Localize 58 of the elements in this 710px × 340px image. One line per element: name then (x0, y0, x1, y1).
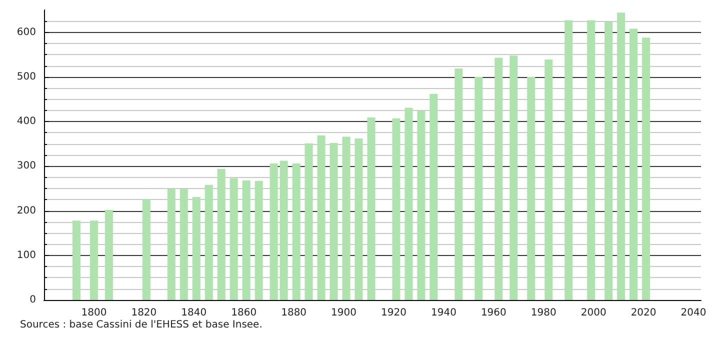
bar (292, 163, 300, 300)
y-tick-label: 300 (16, 160, 36, 172)
bar (90, 220, 98, 300)
bar (417, 110, 426, 300)
x-tick-label: 1980 (530, 308, 556, 318)
bar (564, 20, 573, 300)
x-tick-label: 2040 (680, 308, 706, 318)
bar (180, 188, 188, 300)
bar (204, 184, 213, 300)
bar (304, 143, 313, 300)
bar (587, 20, 596, 300)
x-tick-label: 1960 (480, 308, 506, 318)
bar (142, 199, 150, 300)
bar (217, 168, 226, 300)
y-tick-label: 400 (16, 116, 36, 128)
bar (404, 108, 413, 300)
x-tick-label: 1900 (331, 308, 356, 318)
y-tick-label: 200 (16, 205, 36, 216)
source-note: Sources : base Cassini de l'EHESS et base Insee. (20, 320, 262, 330)
bar (617, 12, 626, 300)
bar (354, 138, 363, 300)
bar (104, 210, 113, 300)
x-tick-label: 1840 (181, 308, 207, 318)
bar (642, 38, 650, 300)
bar (192, 196, 200, 300)
bar (604, 22, 613, 300)
bar (392, 118, 400, 300)
y-tick-label: 500 (16, 71, 36, 82)
bar (317, 135, 326, 300)
x-tick-label: 2020 (630, 308, 656, 318)
bar (367, 118, 376, 300)
bar (342, 136, 350, 300)
x-tick-label: 2000 (580, 308, 606, 318)
bar (544, 60, 553, 300)
x-tick-label: 1860 (231, 308, 257, 318)
bar (72, 220, 80, 300)
bar (280, 160, 288, 300)
bar (474, 76, 483, 300)
bar (242, 180, 250, 300)
bar (430, 94, 438, 300)
x-tick-label: 1880 (281, 308, 307, 318)
x-tick-label: 1800 (81, 308, 107, 318)
y-tick-label: 0 (30, 294, 36, 306)
y-tick-label: 100 (16, 250, 36, 261)
x-tick-label: 1820 (131, 308, 157, 318)
bar (270, 163, 278, 300)
x-tick-label: 1920 (381, 308, 406, 318)
x-tick-label: 1940 (430, 308, 456, 318)
bar (527, 76, 536, 300)
bar (167, 188, 176, 300)
bar (454, 68, 463, 300)
bar (510, 56, 518, 300)
bar (494, 58, 503, 300)
bar (330, 142, 338, 300)
bar (630, 28, 638, 300)
y-tick-label: 600 (16, 26, 36, 38)
bar (254, 180, 263, 300)
bar (230, 178, 238, 300)
